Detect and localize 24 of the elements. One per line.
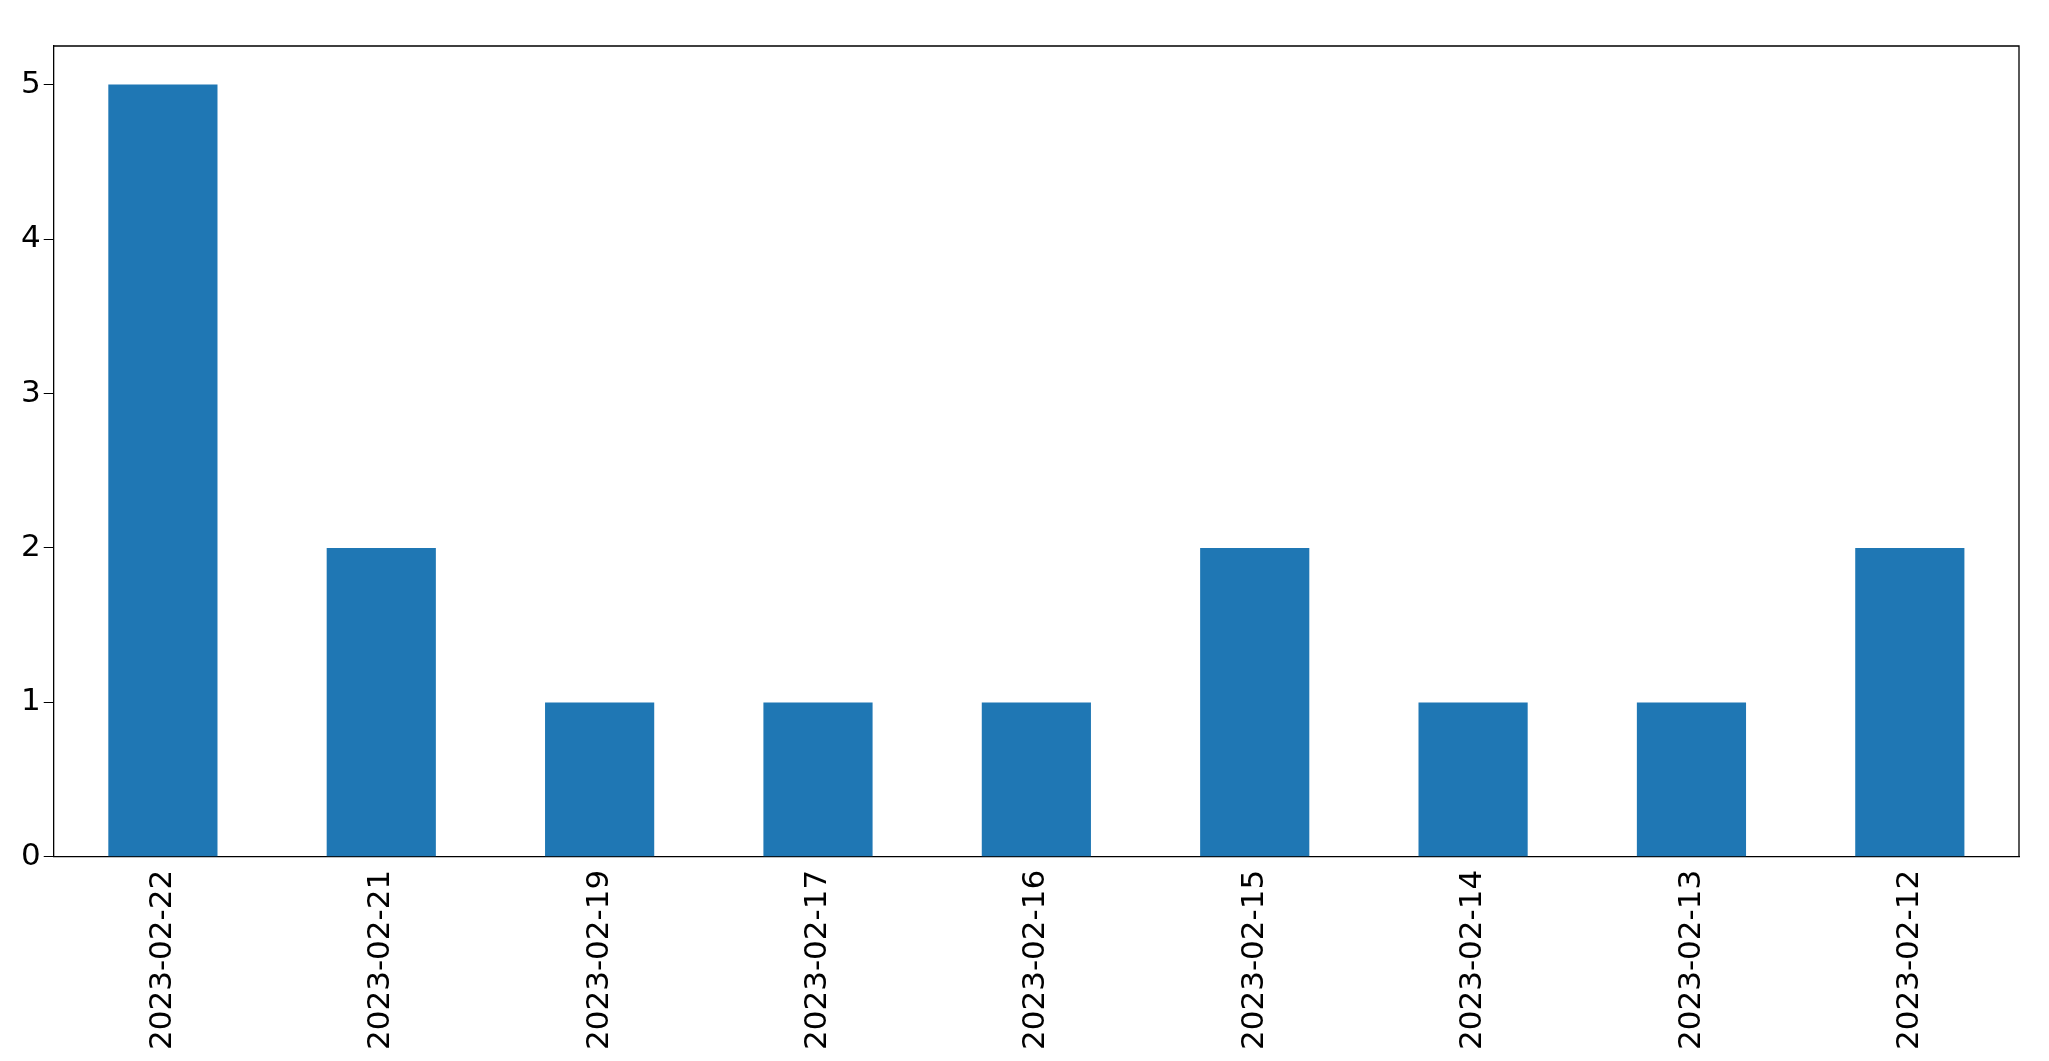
- y-tick-label: 0: [20, 835, 41, 872]
- x-tick-label: 2023-02-13: [1670, 869, 1707, 1051]
- x-tick-label: 2023-02-19: [578, 869, 615, 1051]
- bar: [1636, 702, 1747, 857]
- x-tick-label: 2023-02-16: [1015, 869, 1052, 1051]
- bar: [763, 702, 873, 857]
- y-tick-label: 5: [20, 63, 41, 100]
- bar: [545, 702, 655, 857]
- x-tick-label: 2023-02-15: [1233, 869, 1270, 1051]
- x-tick-label: 2023-02-17: [797, 869, 834, 1051]
- x-tick-label: 2023-02-21: [360, 869, 397, 1051]
- bar: [1855, 547, 1965, 857]
- x-tick-label: 2023-02-12: [1888, 869, 1925, 1051]
- bar: [108, 84, 218, 857]
- x-tick-label: 2023-02-22: [141, 869, 178, 1051]
- x-tick-label: 2023-02-14: [1452, 869, 1489, 1051]
- y-tick-label: 2: [20, 527, 41, 563]
- y-tick-label: 3: [20, 372, 41, 409]
- bar: [1418, 702, 1528, 857]
- y-tick-label: 1: [20, 681, 41, 718]
- bar: [326, 547, 436, 857]
- y-tick-label: 4: [20, 218, 41, 255]
- bar: [1200, 547, 1310, 857]
- bar: [981, 702, 1091, 857]
